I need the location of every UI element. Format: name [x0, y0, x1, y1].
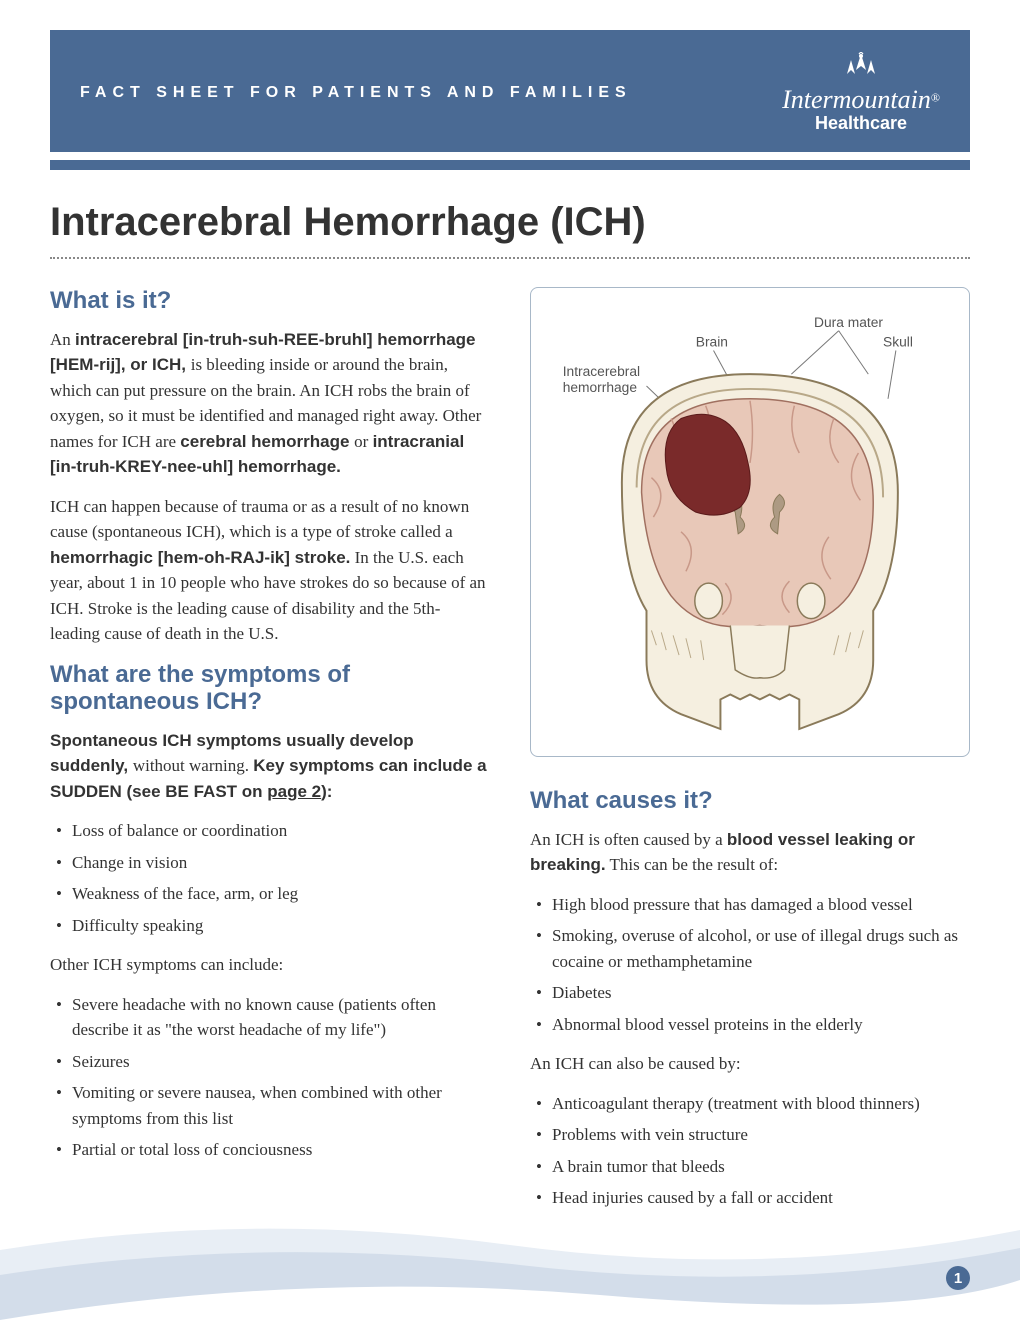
list-item: Partial or total loss of conciousness — [50, 1137, 490, 1163]
logo-name: Intermountain — [782, 85, 931, 114]
list-item: Seizures — [50, 1049, 490, 1075]
header-band: FACT SHEET FOR PATIENTS AND FAMILIES Int… — [50, 30, 970, 152]
text: or — [354, 432, 372, 451]
text: An — [50, 330, 75, 349]
symptoms-list-1: Loss of balance or coordination Change i… — [50, 818, 490, 938]
text-bold: hemorrhagic [hem-oh-RAJ-ik] stroke. — [50, 548, 350, 567]
symptoms-list-2: Severe headache with no known cause (pat… — [50, 992, 490, 1163]
text-bold: cerebral hemorrhage — [180, 432, 354, 451]
brain-diagram: Dura mater Brain Skull Intracerebral hem… — [530, 287, 970, 757]
brand-logo: Intermountain® Healthcare — [782, 52, 940, 134]
orbit-right — [797, 583, 825, 618]
left-column: What is it? An intracerebral [in-truh-su… — [50, 287, 490, 1225]
fact-sheet-label: FACT SHEET FOR PATIENTS AND FAMILIES — [80, 84, 632, 102]
logo-sub: Healthcare — [782, 113, 940, 134]
label-ich-2: hemorrhage — [563, 380, 638, 395]
label-ich-1: Intracerebral — [563, 364, 640, 379]
heading-symptoms: What are the symptoms of spontaneous ICH… — [50, 661, 490, 716]
list-item: A brain tumor that bleeds — [530, 1154, 970, 1180]
list-item: Smoking, overuse of alcohol, or use of i… — [530, 923, 970, 974]
section1-p2: ICH can happen because of trauma or as a… — [50, 494, 490, 647]
list-item: Severe headache with no known cause (pat… — [50, 992, 490, 1043]
section2-p1: Spontaneous ICH symptoms usually develop… — [50, 728, 490, 805]
content-columns: What is it? An intracerebral [in-truh-su… — [50, 287, 970, 1225]
section2-p2: Other ICH symptoms can include: — [50, 952, 490, 978]
orbit-left — [695, 583, 723, 618]
subheader-band — [50, 160, 970, 170]
brain-diagram-svg: Dura mater Brain Skull Intracerebral hem… — [543, 304, 957, 740]
heading-what-is-it: What is it? — [50, 287, 490, 315]
list-item: High blood pressure that has damaged a b… — [530, 892, 970, 918]
list-item: Head injuries caused by a fall or accide… — [530, 1185, 970, 1211]
list-item: Problems with vein structure — [530, 1122, 970, 1148]
section3-p1: An ICH is often caused by a blood vessel… — [530, 827, 970, 878]
section1-p1: An intracerebral [in-truh-suh-REE-bruhl]… — [50, 327, 490, 480]
section3-p2: An ICH can also be caused by: — [530, 1051, 970, 1077]
logo-reg: ® — [931, 91, 940, 105]
dotted-rule — [50, 257, 970, 259]
page-number: 1 — [946, 1266, 970, 1290]
label-skull: Skull — [883, 335, 913, 350]
text: ICH can happen because of trauma or as a… — [50, 497, 469, 542]
right-column: Dura mater Brain Skull Intracerebral hem… — [530, 287, 970, 1225]
list-item: Vomiting or severe nausea, when combined… — [50, 1080, 490, 1131]
text: This can be the result of: — [606, 855, 778, 874]
causes-list-1: High blood pressure that has damaged a b… — [530, 892, 970, 1038]
list-item: Weakness of the face, arm, or leg — [50, 881, 490, 907]
text: An ICH is often caused by a — [530, 830, 727, 849]
label-brain: Brain — [696, 335, 728, 350]
list-item: Difficulty speaking — [50, 913, 490, 939]
text-bold: ): — [321, 782, 332, 801]
logo-icon — [841, 52, 881, 80]
text: without warning. — [133, 756, 253, 775]
label-dura-mater: Dura mater — [814, 315, 883, 330]
causes-list-2: Anticoagulant therapy (treatment with bl… — [530, 1091, 970, 1211]
page-title: Intracerebral Hemorrhage (ICH) — [50, 200, 970, 245]
list-item: Anticoagulant therapy (treatment with bl… — [530, 1091, 970, 1117]
nasal-region — [730, 626, 789, 679]
list-item: Loss of balance or coordination — [50, 818, 490, 844]
list-item: Abnormal blood vessel proteins in the el… — [530, 1012, 970, 1038]
page: FACT SHEET FOR PATIENTS AND FAMILIES Int… — [0, 0, 1020, 1320]
heading-causes: What causes it? — [530, 787, 970, 815]
page-link[interactable]: page 2 — [267, 782, 321, 801]
list-item: Diabetes — [530, 980, 970, 1006]
list-item: Change in vision — [50, 850, 490, 876]
